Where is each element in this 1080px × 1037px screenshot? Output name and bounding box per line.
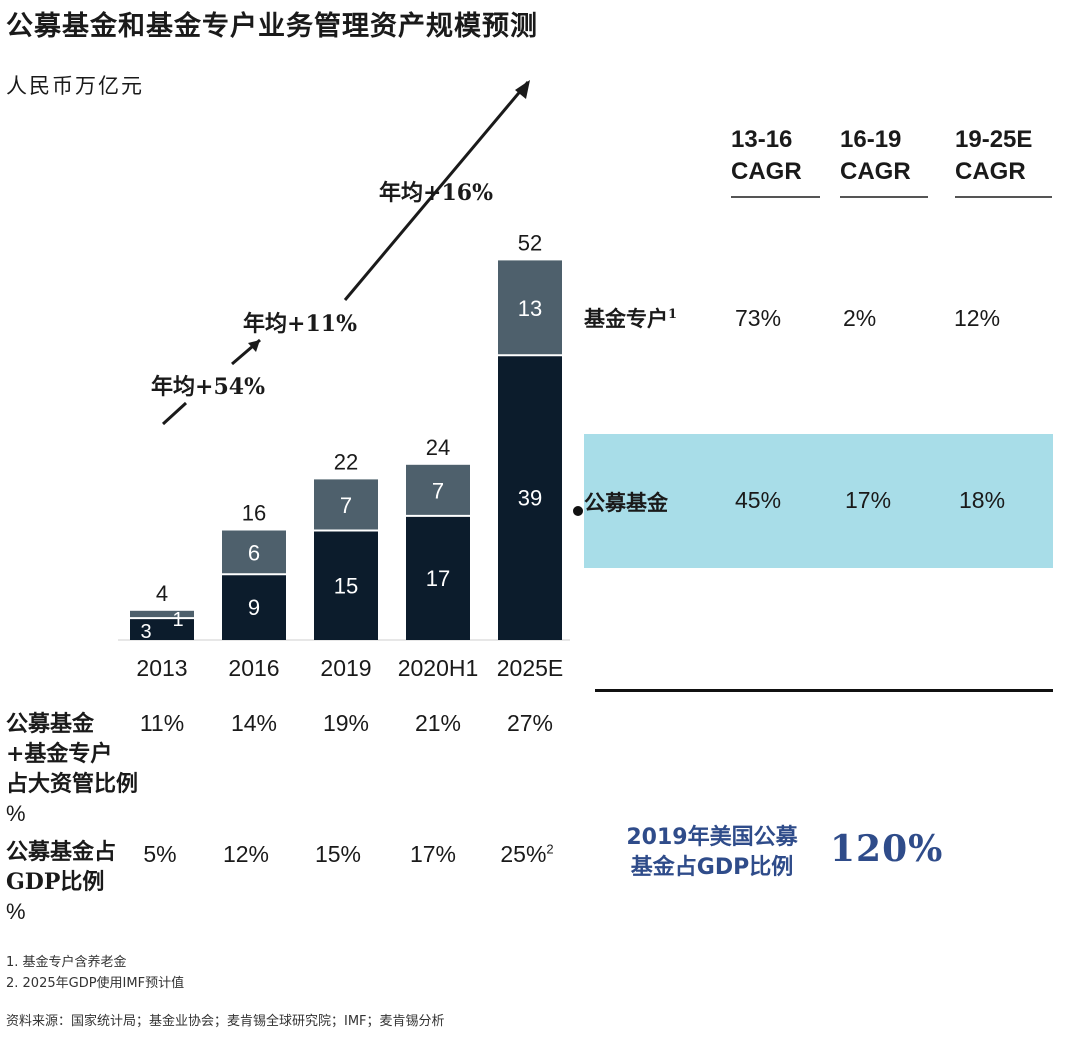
bar-value-special-account: 13 [518, 296, 542, 321]
bar-value-public-fund: 17 [426, 566, 450, 591]
gdp-cell-last: 25%2 [482, 841, 572, 868]
ratio-cell: 11% [139, 710, 185, 736]
cagr-value: 17% [845, 487, 892, 513]
gdp-cell: 5% [143, 841, 177, 867]
bar-total-label: 52 [518, 230, 542, 255]
cagr-bottom-rule [595, 689, 1053, 692]
bar-value-public-fund: 9 [248, 595, 260, 620]
cagr-header-3-line-2: CAGR [955, 158, 1026, 185]
stacked-bar-chart: 314 2013 9 6 16 2016 15 7 22 2019 17 7 24 2020H1 39 13 5… [118, 80, 583, 681]
gdp-cell: 12% [222, 841, 270, 867]
connector-dot [573, 506, 583, 516]
gdp-cell: 17% [409, 841, 457, 867]
bar-value-special-account: 7 [340, 493, 352, 518]
bar-special-account [406, 464, 470, 516]
cagr-value: 73% [735, 305, 782, 331]
cagr-value: 2% [843, 305, 877, 331]
bar-special-account [222, 530, 286, 575]
x-tick-label: 2025E [497, 655, 564, 681]
cagr-value: 45% [735, 487, 782, 513]
ratio-row-label: 公募基金 +基金专户 占大资管比例 % [6, 709, 138, 829]
cagr-row-label-text: 基金专户 [584, 306, 668, 331]
bar-special-account [130, 610, 194, 619]
ratio-cell: 14% [230, 710, 278, 736]
cagr-header-3-line-1: 19-25E [955, 126, 1033, 153]
ratio-cell: 21% [414, 710, 462, 736]
growth-rate-label: 年均+54% [151, 374, 265, 400]
x-tick-label: 2019 [320, 655, 371, 681]
bar-value-special-account: 6 [248, 540, 260, 565]
bar-public-fund [222, 574, 286, 640]
bar-value-special-account: 7 [432, 478, 444, 503]
cagr-row-label-text: 公募基金 [584, 490, 668, 515]
bar-public-fund [498, 355, 562, 640]
unit-label: 人民币万亿元 [6, 74, 144, 98]
bar-public-fund [406, 515, 470, 640]
growth-rate-label: 年均+11% [243, 311, 357, 337]
growth-arrow-head [515, 80, 530, 99]
bar-total-label: 4 [156, 581, 168, 606]
cagr-header-1: 13-16 CAGR [731, 124, 802, 188]
gdp-row-unit: % [6, 899, 26, 924]
gdp-cell-last-value: 25% [500, 841, 547, 867]
cagr-row-label-public-fund: 公募基金 [584, 487, 668, 517]
cagr-header-2: 16-19 CAGR [840, 124, 911, 188]
us-gdp-label: 2019年美国公募 基金占GDP比例 [612, 823, 812, 883]
cagr-row-label-special-account: 基金专户1 [584, 303, 677, 333]
bar-value-public-fund: 3 [140, 621, 151, 643]
x-tick-label: 2020H1 [398, 655, 479, 681]
bar-value-public-fund: 39 [518, 486, 542, 511]
x-tick-label: 2016 [228, 655, 279, 681]
us-gdp-label-line: 2019年美国公募 [626, 825, 798, 850]
growth-trend-line [343, 81, 530, 301]
us-gdp-label-line: 基金占GDP比例 [630, 855, 794, 880]
ratio-row-label-line: 公募基金 [6, 711, 95, 737]
gdp-row-label: 公募基金占 GDP比例 % [6, 837, 116, 927]
ratio-row-label-line: +基金专户 [6, 741, 113, 767]
cagr-header-2-line-1: 16-19 [840, 126, 902, 153]
x-tick-label: 2013 [136, 655, 187, 681]
bar-total-label: 22 [334, 449, 358, 474]
cagr-value: 12% [954, 305, 1001, 331]
growth-arrow-head [248, 340, 260, 352]
footnote-marker: 2 [546, 841, 554, 857]
cagr-value: 18% [959, 487, 1006, 513]
cagr-header-rule-2 [840, 196, 928, 198]
ratio-cell: 27% [506, 710, 554, 736]
source-note: 资料来源：国家统计局；基金业协会；麦肯锡全球研究院；IMF；麦肯锡分析 [6, 1014, 445, 1029]
cagr-header-1-line-2: CAGR [731, 158, 802, 185]
cagr-header-rule-1 [731, 196, 820, 198]
ratio-row-label-line: 占大资管比例 [6, 771, 139, 797]
growth-rate-label: 年均+16% [379, 180, 493, 206]
gdp-row-label-line: GDP比例 [6, 869, 105, 895]
cagr-header-2-line-2: CAGR [840, 158, 911, 185]
bar-value-special-account: 1 [172, 609, 183, 631]
bar-public-fund [314, 530, 378, 640]
cagr-header-rule-3 [955, 196, 1052, 198]
footnote-1: 1. 基金专户含养老金 [6, 955, 127, 970]
public-fund-highlight-band [584, 434, 1053, 568]
growth-trend-line [161, 401, 188, 426]
chart-title: 公募基金和基金专户业务管理资产规模预测 [6, 11, 538, 42]
footnote-2: 2. 2025年GDP使用IMF预计值 [6, 976, 185, 991]
cagr-header-3: 19-25E CAGR [955, 124, 1032, 188]
cagr-header-1-line-1: 13-16 [731, 126, 793, 153]
bar-public-fund [130, 618, 194, 640]
gdp-cell: 15% [314, 841, 362, 867]
bar-total-label: 24 [426, 435, 450, 460]
bar-total-label: 16 [242, 501, 266, 526]
footnote-marker: 1 [668, 307, 678, 322]
ratio-cell: 19% [322, 710, 370, 736]
gdp-row-label-line: 公募基金占 [6, 839, 117, 865]
us-gdp-value: 120% [830, 828, 944, 870]
bar-special-account [498, 260, 562, 356]
ratio-row-unit: % [6, 801, 26, 826]
bar-value-public-fund: 15 [334, 573, 358, 598]
bar-special-account [314, 479, 378, 531]
